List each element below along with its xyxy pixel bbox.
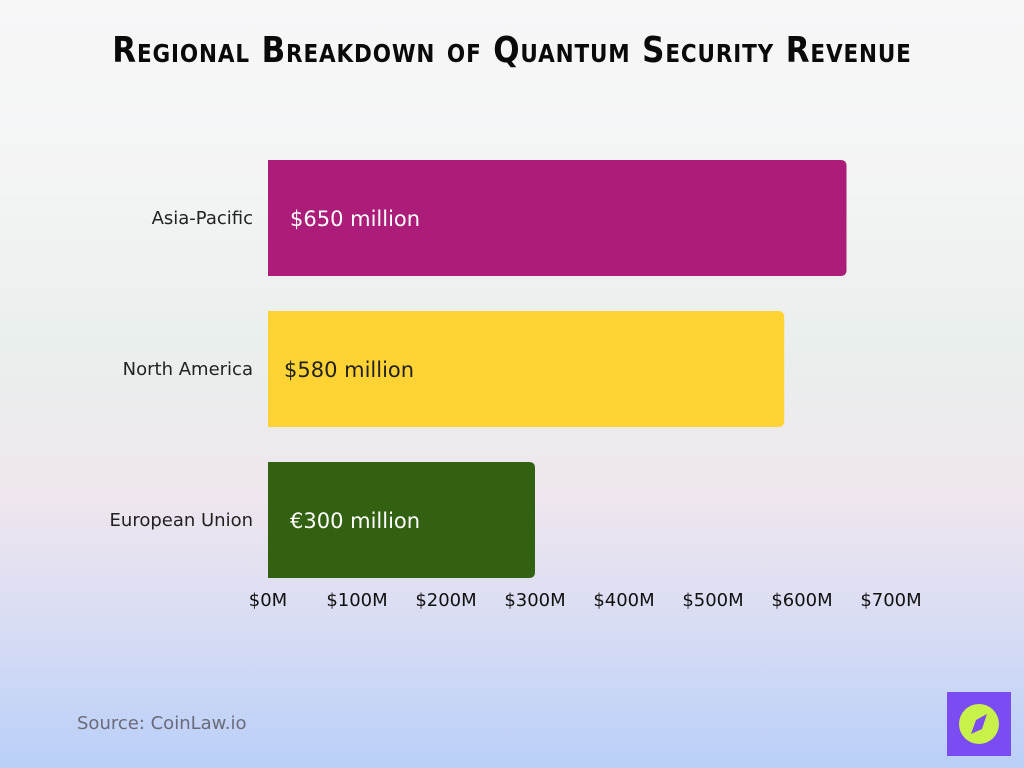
x-tick-label: $600M xyxy=(771,590,832,611)
bar xyxy=(268,462,535,578)
x-tick-label: $200M xyxy=(415,590,476,611)
data-label: $580 million xyxy=(284,358,414,382)
category-label: North America xyxy=(123,359,253,380)
data-label: €300 million xyxy=(290,509,420,533)
x-tick-label: $0M xyxy=(249,590,287,611)
chart-title: Regional Breakdown of Quantum Security R… xyxy=(112,30,912,71)
source-note: Source: CoinLaw.io xyxy=(77,713,247,734)
x-tick-label: $100M xyxy=(326,590,387,611)
x-tick-label: $400M xyxy=(593,590,654,611)
logo xyxy=(947,692,1011,756)
bar xyxy=(268,311,785,427)
category-label: European Union xyxy=(110,510,253,531)
x-tick-label: $300M xyxy=(504,590,565,611)
category-label: Asia-Pacific xyxy=(152,208,253,229)
x-tick-label: $500M xyxy=(682,590,743,611)
data-label: $650 million xyxy=(290,207,420,231)
bar xyxy=(268,160,847,276)
compass-icon xyxy=(959,704,999,744)
x-tick-label: $700M xyxy=(860,590,921,611)
